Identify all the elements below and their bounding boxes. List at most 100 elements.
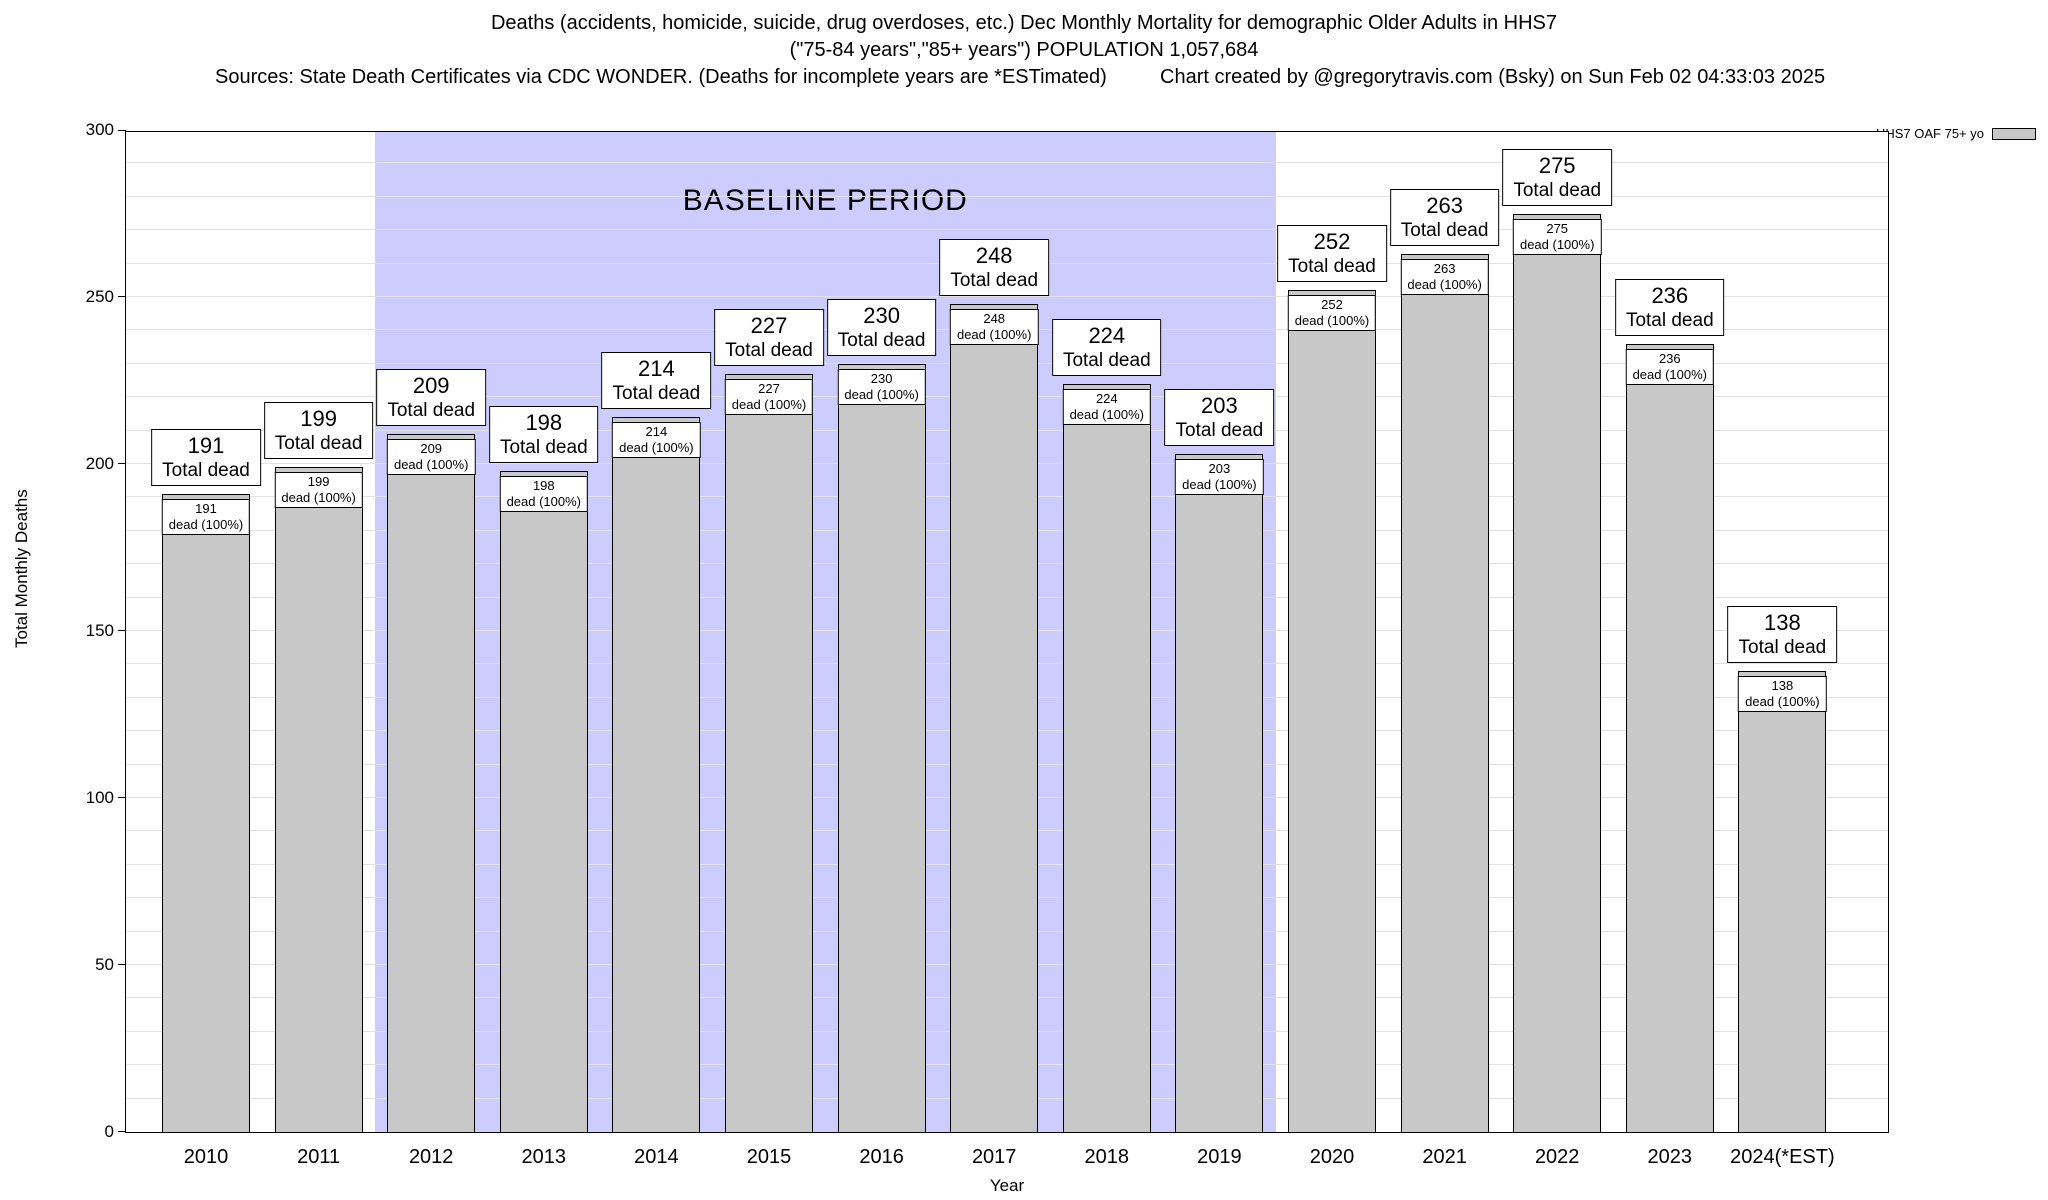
bar-total-caption: Total dead xyxy=(274,433,363,455)
bar-total-label: 198 Total dead xyxy=(488,405,599,463)
legend: HHS7 OAF 75+ yo xyxy=(1876,126,2036,141)
x-tick-label: 2018 xyxy=(1084,1146,1130,1168)
bar-total-label: 209 Total dead xyxy=(376,368,487,426)
bar-total-value: 198 xyxy=(525,409,563,435)
legend-swatch xyxy=(1992,127,2036,140)
bar xyxy=(162,494,250,1132)
bar-total-label: 263 Total dead xyxy=(1389,188,1500,246)
y-tick-label: 300 xyxy=(85,120,114,139)
x-axis-title: Year xyxy=(989,1176,1025,1195)
bar-total-label: 191 Total dead xyxy=(151,429,261,487)
bar-inner-value: 138 xyxy=(1771,678,1794,694)
bar-total-value: 230 xyxy=(863,302,900,328)
gridline xyxy=(126,162,1888,164)
bar-total-caption: Total dead xyxy=(162,460,250,482)
bar-inner-value: 214 xyxy=(645,424,668,440)
bar xyxy=(1513,213,1602,1132)
bar-inner-value: 236 xyxy=(1658,350,1681,366)
bar-total-label: 230 Total dead xyxy=(826,298,937,356)
bar-inner-value: 224 xyxy=(1095,390,1118,406)
bar-inner-label: 227 dead (100%) xyxy=(724,378,814,415)
y-tick-mark xyxy=(118,797,126,798)
bar-inner-label: 209 dead (100%) xyxy=(386,438,476,475)
bar-total-caption: Total dead xyxy=(1175,419,1264,441)
bar-inner-value: 227 xyxy=(758,380,780,396)
bar-inner-caption: dead (100%) xyxy=(168,517,244,533)
bar-total-label: 203 Total dead xyxy=(1164,388,1275,446)
chart-meta-line: Sources: State Death Certificates via CD… xyxy=(0,64,2048,91)
bar-inner-label: 230 dead (100%) xyxy=(837,368,926,405)
bar-total-value: 227 xyxy=(750,312,788,338)
bar-inner-label: 138 dead (100%) xyxy=(1738,676,1827,713)
bar-total-label: 199 Total dead xyxy=(263,402,374,460)
chart-subtitle: ("75-84 years","85+ years") POPULATION 1… xyxy=(789,39,1259,61)
x-tick-label: 2017 xyxy=(971,1146,1017,1168)
bar-inner-value: 252 xyxy=(1321,297,1343,313)
bar-inner-caption: dead (100%) xyxy=(1069,406,1145,422)
bar-inner-value: 248 xyxy=(983,310,1006,326)
bar-total-label: 227 Total dead xyxy=(714,308,824,366)
bar-inner-label: 198 dead (100%) xyxy=(499,475,589,512)
bar-total-caption: Total dead xyxy=(1513,179,1602,201)
bar-total-value: 248 xyxy=(975,242,1013,268)
bar xyxy=(1062,383,1151,1132)
x-tick-label: 2014 xyxy=(634,1146,679,1168)
bar-inner-label: 199 dead (100%) xyxy=(274,472,363,509)
y-tick-mark xyxy=(118,964,126,965)
bar-inner-value: 203 xyxy=(1208,460,1231,476)
bar-total-caption: Total dead xyxy=(1625,309,1714,331)
bar-inner-label: 203 dead (100%) xyxy=(1175,458,1264,495)
bar-inner-caption: dead (100%) xyxy=(1632,366,1708,382)
bar xyxy=(1400,253,1489,1132)
bar-inner-caption: dead (100%) xyxy=(844,386,919,402)
bar-inner-caption: dead (100%) xyxy=(1745,694,1820,710)
bar xyxy=(612,417,701,1132)
bar-total-value: 252 xyxy=(1313,229,1351,255)
y-tick-mark xyxy=(118,1131,126,1132)
bar-total-caption: Total dead xyxy=(1062,349,1151,371)
baseline-period-label: BASELINE PERIOD xyxy=(682,184,968,217)
gridline xyxy=(126,195,1888,197)
bar xyxy=(1175,453,1264,1132)
bar-total-label: 275 Total dead xyxy=(1502,148,1613,206)
chart-sources: Sources: State Death Certificates via CD… xyxy=(215,66,1107,88)
bar-inner-caption: dead (100%) xyxy=(506,493,582,509)
x-tick-label: 2022 xyxy=(1534,1146,1580,1168)
x-tick-label: 2013 xyxy=(521,1146,567,1168)
bar-total-value: 236 xyxy=(1651,282,1689,308)
bar-inner-caption: dead (100%) xyxy=(1519,236,1595,252)
bar-total-label: 236 Total dead xyxy=(1614,278,1725,336)
bar-total-value: 199 xyxy=(300,406,337,432)
bar-inner-label: 263 dead (100%) xyxy=(1400,258,1489,295)
bar-inner-label: 248 dead (100%) xyxy=(949,308,1039,345)
bar-inner-value: 191 xyxy=(195,501,217,517)
bar-inner-caption: dead (100%) xyxy=(956,326,1032,342)
bar-total-value: 203 xyxy=(1201,392,1238,418)
bar-total-value: 224 xyxy=(1088,322,1126,348)
y-tick-label: 150 xyxy=(85,621,114,640)
chart-credit: Chart created by @gregorytravis.com (Bsk… xyxy=(1160,66,1826,88)
y-tick-label: 0 xyxy=(104,1122,114,1141)
bar xyxy=(950,303,1039,1132)
chart-title: Deaths (accidents, homicide, suicide, dr… xyxy=(490,12,1558,34)
x-tick-label: 2016 xyxy=(859,1146,904,1168)
bar-total-caption: Total dead xyxy=(725,339,813,361)
bar-inner-value: 199 xyxy=(307,474,330,490)
bar-inner-label: 275 dead (100%) xyxy=(1512,218,1602,255)
bar-inner-caption: dead (100%) xyxy=(1182,476,1257,492)
x-tick-label: 2012 xyxy=(408,1146,454,1168)
bar xyxy=(725,373,813,1132)
bar-total-caption: Total dead xyxy=(499,436,588,458)
bar-total-caption: Total dead xyxy=(837,329,926,351)
y-tick-label: 100 xyxy=(85,788,114,807)
gridline xyxy=(126,229,1888,231)
bar-inner-value: 263 xyxy=(1433,260,1456,276)
x-tick-label: 2021 xyxy=(1422,1146,1467,1168)
bar-total-caption: Total dead xyxy=(612,383,701,405)
bar-total-caption: Total dead xyxy=(950,269,1039,291)
y-tick-mark xyxy=(118,130,126,131)
bar xyxy=(837,363,926,1132)
bar-total-value: 209 xyxy=(412,372,450,398)
bar xyxy=(387,433,476,1132)
bar xyxy=(1288,290,1376,1132)
